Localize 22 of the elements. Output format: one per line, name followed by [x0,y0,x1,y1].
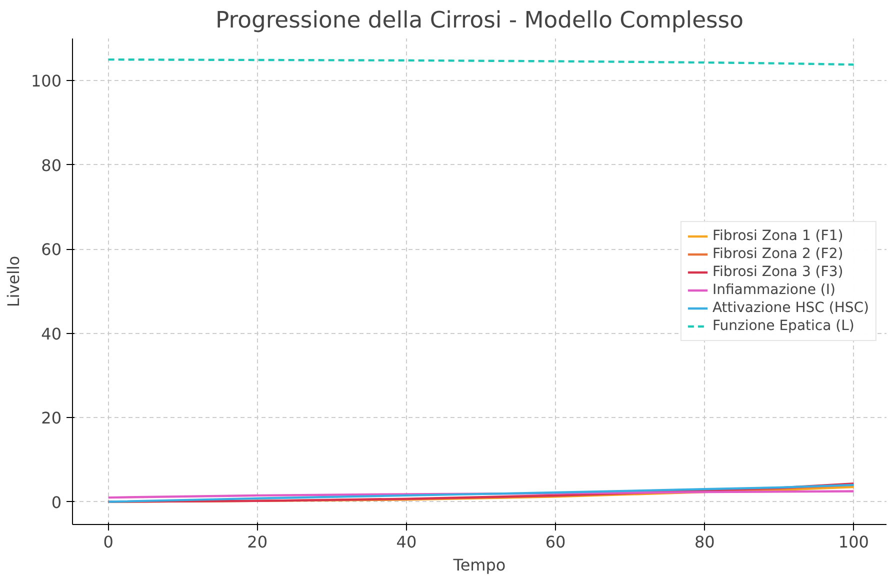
legend-label: Infiammazione (I) [712,282,836,298]
x-tick-label: 100 [838,532,869,552]
y-tick-label: 20 [41,408,62,428]
legend-label: Funzione Epatica (L) [712,318,854,334]
y-tick-label: 0 [51,492,62,512]
x-tick-label: 20 [247,532,268,552]
y-tick-label: 80 [41,156,62,175]
y-axis-title: Livello [4,256,23,308]
x-tick-label: 80 [694,532,715,552]
line-series [107,490,855,499]
chart-title: Progressione della Cirrosi - Modello Complesso [216,8,744,34]
x-tick-label: 60 [545,532,566,552]
y-tick-label: 40 [41,324,62,344]
x-tick-label: 0 [103,532,114,552]
x-tick-label: 40 [396,532,417,552]
legend-label: Fibrosi Zona 2 (F2) [712,246,844,262]
x-axis-title: Tempo [452,556,506,574]
legend-label: Fibrosi Zona 3 (F3) [712,264,844,280]
legend-label: Fibrosi Zona 1 (F1) [712,228,844,244]
legend-label: Attivazione HSC (HSC) [712,300,869,316]
y-tick-label: 100 [30,72,62,91]
y-tick-label: 60 [41,240,62,260]
